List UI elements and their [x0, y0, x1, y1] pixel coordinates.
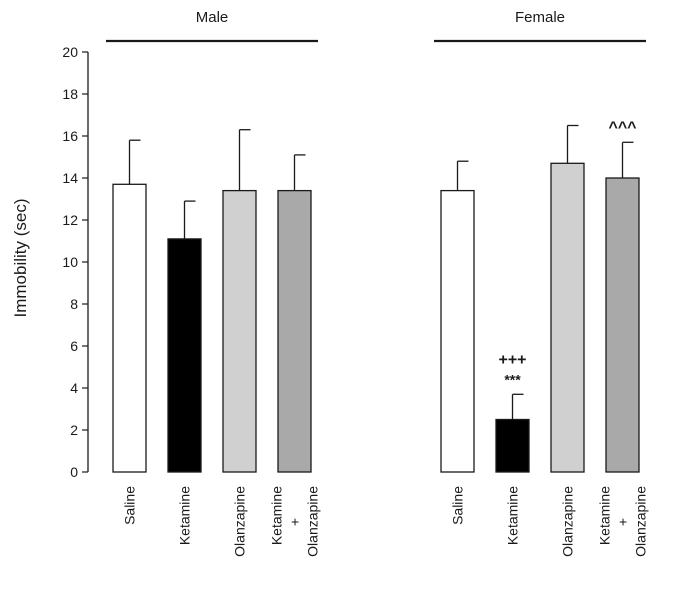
category-label: +	[615, 518, 631, 526]
category-label: Ketamine	[505, 486, 521, 545]
bar	[112, 183, 147, 473]
y-tick-label: 16	[62, 128, 78, 144]
category-label: Olanzapine	[633, 486, 649, 557]
y-axis: 0 2 4 6 8 10 12 14 16 18 20	[62, 44, 89, 480]
y-tick-label: 6	[70, 338, 78, 354]
y-tick-label: 4	[70, 380, 78, 396]
bar	[550, 162, 585, 473]
category-label: Saline	[122, 486, 138, 525]
group-label: Female	[515, 9, 565, 26]
y-tick-label: 18	[62, 86, 78, 102]
category-label: Saline	[450, 486, 466, 525]
y-axis-label: Immobility (sec)	[11, 198, 30, 317]
category-labels: Saline Ketamine Olanzapine Ketamine + Olanzap…	[122, 486, 649, 557]
y-tick-label: 10	[62, 254, 78, 270]
bar	[605, 177, 640, 473]
category-label: Olanzapine	[305, 486, 321, 557]
category-label: Olanzapine	[232, 486, 248, 557]
bar	[167, 238, 202, 473]
y-tick-label: 8	[70, 296, 78, 312]
bar	[222, 189, 257, 473]
bar-area: +++ *** ^^^	[112, 119, 640, 473]
y-tick-label: 14	[62, 170, 78, 186]
significance-annotation: ***	[504, 371, 521, 387]
bar	[277, 189, 312, 473]
y-tick-label: 0	[70, 464, 78, 480]
significance-annotation: ^^^	[608, 119, 636, 136]
y-tick-label: 12	[62, 212, 78, 228]
category-label: Ketamine	[597, 486, 613, 545]
category-label: +	[287, 518, 303, 526]
category-label: Olanzapine	[560, 486, 576, 557]
category-label: Ketamine	[177, 486, 193, 545]
group-headers: Male Female	[106, 9, 646, 43]
y-tick-label: 2	[70, 422, 78, 438]
category-label: Ketamine	[269, 486, 285, 545]
bar	[440, 189, 475, 473]
significance-annotation: +++	[498, 351, 526, 368]
group-label: Male	[196, 9, 229, 26]
y-tick-label: 20	[62, 44, 78, 60]
bar	[495, 418, 530, 473]
